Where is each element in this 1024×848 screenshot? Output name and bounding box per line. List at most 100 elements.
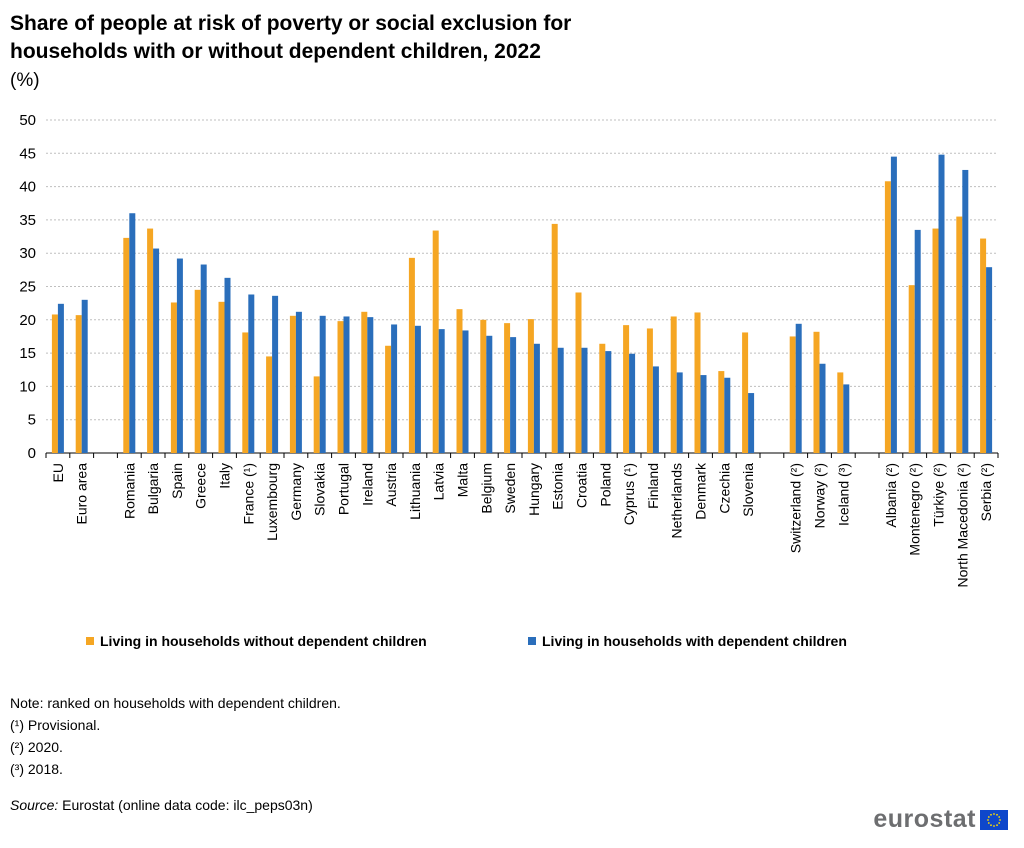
eu-flag-icon <box>980 809 1008 830</box>
bar-without-children <box>884 181 891 453</box>
bar-without-children <box>718 371 725 453</box>
x-tick-label: Spain <box>169 463 185 499</box>
x-tick-label: Sweden <box>502 463 518 514</box>
x-tick-label: Malta <box>455 463 471 497</box>
bar-without-children <box>980 238 987 453</box>
x-tick-label: Switzerland (²) <box>788 463 804 553</box>
bar-with-children <box>438 329 445 453</box>
x-tick-label: Latvia <box>431 463 447 501</box>
bar-with-children <box>510 337 517 453</box>
legend-swatch-without <box>86 637 94 645</box>
x-tick-label: Hungary <box>526 463 542 516</box>
x-tick-label: Luxembourg <box>264 463 280 541</box>
bar-with-children <box>986 267 993 453</box>
chart-unit: (%) <box>10 70 40 91</box>
notes: Note: ranked on households with dependen… <box>10 692 341 780</box>
bar-without-children <box>194 289 201 453</box>
bar-without-children <box>432 230 439 453</box>
x-tick-label: Ireland <box>359 463 375 506</box>
chart-title-line1: Share of people at risk of poverty or so… <box>10 12 572 35</box>
bar-without-children <box>789 336 796 453</box>
bar-without-children <box>813 331 820 453</box>
bar-without-children <box>123 237 130 453</box>
source-label: Source: <box>10 797 59 813</box>
bar-without-children <box>837 372 844 453</box>
x-tick-label: Belgium <box>478 463 494 514</box>
bar-with-children <box>319 315 326 453</box>
x-tick-label: Romania <box>121 463 137 519</box>
bar-without-children <box>956 216 963 453</box>
x-tick-label: Italy <box>217 463 233 489</box>
bar-with-children <box>391 324 398 453</box>
bar-with-children <box>343 316 350 453</box>
note-ranking: Note: ranked on households with dependen… <box>10 695 341 711</box>
legend-label-with: Living in households with dependent chil… <box>542 633 847 649</box>
bar-without-children <box>51 314 58 453</box>
footnote-3: (³) 2018. <box>10 761 63 777</box>
bar-without-children <box>75 315 82 453</box>
bar-with-children <box>819 363 826 453</box>
x-tick-label: Greece <box>193 463 209 509</box>
x-tick-label: Serbia (²) <box>978 463 994 521</box>
bar-without-children <box>908 285 915 453</box>
bar-without-children <box>599 343 606 453</box>
bar-with-children <box>486 335 493 453</box>
bar-with-children <box>652 366 659 453</box>
x-tick-label: Cyprus (¹) <box>621 463 637 525</box>
x-tick-label: Poland <box>597 463 613 507</box>
legend-label-without: Living in households without dependent c… <box>100 633 427 649</box>
bar-with-children <box>748 393 755 453</box>
x-tick-label: Norway (²) <box>812 463 828 528</box>
x-tick-label: Denmark <box>693 462 709 520</box>
bar-without-children <box>170 302 177 453</box>
bar-without-children <box>385 345 392 453</box>
bar-with-children <box>153 248 160 453</box>
bar-with-children <box>938 154 945 453</box>
bar-with-children <box>224 277 231 453</box>
logo-text: eurostat <box>873 805 976 833</box>
legend-item-with: Living in households with dependent chil… <box>528 633 847 649</box>
x-tick-label: Portugal <box>336 463 352 515</box>
y-tick-label: 35 <box>19 212 36 229</box>
x-tick-label: Estonia <box>550 463 566 510</box>
bar-without-children <box>623 325 630 453</box>
chart-title: Share of people at risk of poverty or so… <box>10 10 571 66</box>
bar-with-children <box>795 323 802 453</box>
bar-without-children <box>242 332 249 453</box>
bar-with-children <box>533 343 540 453</box>
legend-swatch-with <box>528 637 536 645</box>
bar-with-children <box>676 372 683 453</box>
bar-with-children <box>700 375 707 453</box>
bar-with-children <box>462 330 469 453</box>
bar-without-children <box>147 228 154 453</box>
x-tick-label: Netherlands <box>669 463 685 539</box>
x-tick-label: Finland <box>645 463 661 509</box>
bar-with-children <box>176 258 183 453</box>
bar-with-children <box>367 317 374 453</box>
x-tick-label: Albania (²) <box>883 463 899 528</box>
bar-with-children <box>962 169 969 453</box>
bar-without-children <box>361 311 368 453</box>
bar-with-children <box>200 264 207 453</box>
bar-with-children <box>81 299 88 453</box>
bar-without-children <box>742 332 749 453</box>
y-tick-label: 45 <box>19 145 36 162</box>
chart-title-line2: households with or without dependent chi… <box>10 40 541 63</box>
y-tick-label: 40 <box>19 179 36 196</box>
x-tick-label: France (¹) <box>240 463 256 524</box>
footnote-1: (¹) Provisional. <box>10 717 101 733</box>
bar-with-children <box>914 229 921 453</box>
bar-without-children <box>670 316 677 453</box>
bar-without-children <box>551 223 558 453</box>
bar-without-children <box>266 356 273 453</box>
x-tick-label: Lithuania <box>407 463 423 520</box>
bar-with-children <box>581 347 588 453</box>
bar-with-children <box>57 303 64 453</box>
x-tick-label: Croatia <box>574 463 590 508</box>
bar-without-children <box>527 319 534 453</box>
y-tick-label: 10 <box>19 378 36 395</box>
bar-with-children <box>414 325 421 453</box>
eurostat-logo: eurostat <box>873 805 1008 834</box>
source-text: Eurostat (online data code: ilc_peps03n) <box>58 797 313 813</box>
y-tick-label: 20 <box>19 312 36 329</box>
